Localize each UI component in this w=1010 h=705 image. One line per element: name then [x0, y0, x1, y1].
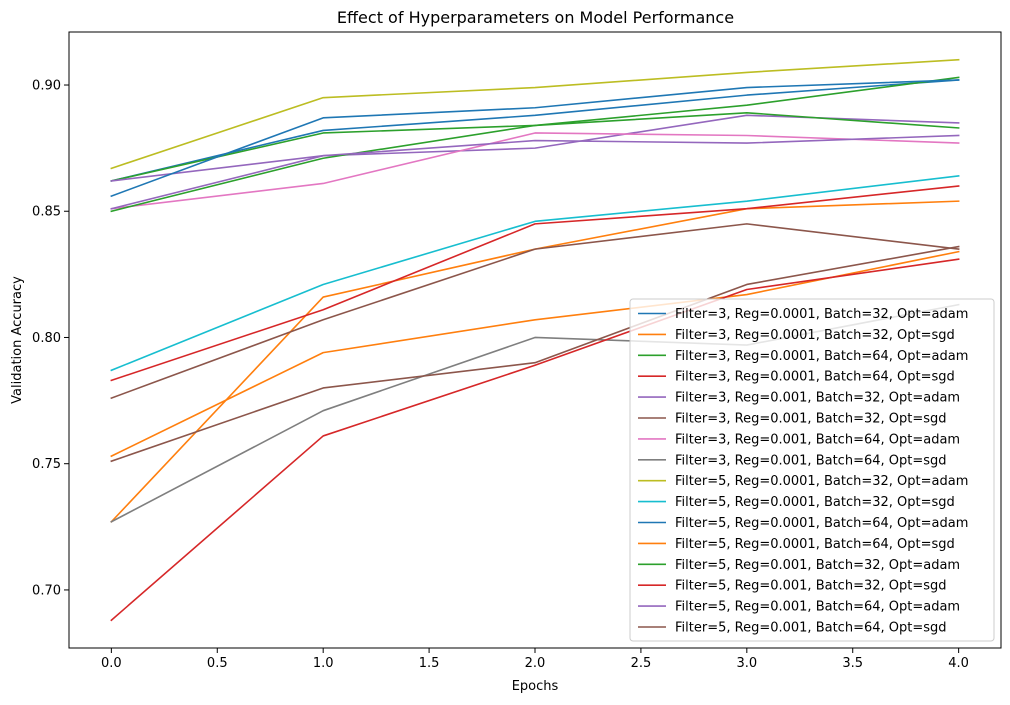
series-line-15 — [110, 134, 960, 210]
series-line-1 — [110, 79, 960, 182]
series-line-9 — [110, 58, 960, 170]
series-line-11 — [110, 79, 960, 198]
x-tick-label: 0.5 — [207, 656, 228, 671]
legend-label: Filter=5, Reg=0.001, Batch=64, Opt=sgd — [675, 621, 947, 636]
x-tick-label: 0.0 — [101, 656, 122, 671]
legend-label: Filter=3, Reg=0.0001, Batch=64, Opt=adam — [675, 349, 968, 364]
y-tick-label: 0.70 — [32, 583, 61, 598]
legend: Filter=3, Reg=0.0001, Batch=32, Opt=adam… — [629, 298, 995, 642]
x-tick-label: 3.5 — [842, 656, 863, 671]
chart-title: Effect of Hyperparameters on Model Perfo… — [337, 8, 734, 27]
legend-label: Filter=3, Reg=0.0001, Batch=32, Opt=sgd — [675, 328, 955, 343]
legend-label: Filter=5, Reg=0.0001, Batch=32, Opt=sgd — [675, 495, 955, 510]
legend-label: Filter=3, Reg=0.0001, Batch=64, Opt=sgd — [675, 370, 955, 385]
x-tick-label: 1.5 — [419, 656, 440, 671]
series-line-10 — [110, 175, 960, 372]
x-tick-label: 3.0 — [736, 656, 757, 671]
x-tick-label: 1.0 — [313, 656, 334, 671]
y-tick-label: 0.80 — [32, 331, 61, 346]
series-line-6 — [110, 223, 960, 400]
x-tick-label: 4.0 — [948, 656, 969, 671]
series-line-13 — [110, 111, 960, 213]
x-axis: 0.0 0.5 1.0 1.5 2.0 2.5 3.0 3.5 4.0 — [101, 648, 969, 671]
y-axis-label: Validation Accuracy — [10, 276, 25, 404]
legend-label: Filter=5, Reg=0.0001, Batch=32, Opt=adam — [675, 474, 968, 489]
legend-label: Filter=3, Reg=0.001, Batch=32, Opt=sgd — [675, 412, 947, 427]
legend-items: Filter=3, Reg=0.0001, Batch=32, Opt=adam… — [638, 307, 968, 636]
legend-label: Filter=3, Reg=0.001, Batch=32, Opt=adam — [675, 391, 960, 406]
legend-label: Filter=3, Reg=0.001, Batch=64, Opt=adam — [675, 432, 960, 447]
y-axis: 0.70 0.75 0.80 0.85 0.90 — [32, 79, 69, 598]
x-tick-label: 2.5 — [631, 656, 652, 671]
y-tick-label: 0.75 — [32, 457, 61, 472]
series-line-7 — [110, 132, 960, 210]
legend-label: Filter=5, Reg=0.0001, Batch=64, Opt=adam — [675, 516, 968, 531]
legend-label: Filter=5, Reg=0.001, Batch=64, Opt=adam — [675, 600, 960, 615]
legend-label: Filter=3, Reg=0.001, Batch=64, Opt=sgd — [675, 453, 947, 468]
x-axis-label: Epochs — [512, 679, 559, 694]
legend-label: Filter=5, Reg=0.001, Batch=32, Opt=adam — [675, 558, 960, 573]
series-group — [110, 58, 960, 622]
legend-label: Filter=5, Reg=0.001, Batch=32, Opt=sgd — [675, 579, 947, 594]
y-tick-label: 0.90 — [32, 79, 61, 94]
series-line-14 — [110, 258, 960, 622]
series-line-12 — [110, 250, 960, 458]
y-tick-label: 0.85 — [32, 205, 61, 220]
legend-frame — [629, 298, 995, 642]
legend-label: Filter=3, Reg=0.0001, Batch=32, Opt=adam — [675, 307, 968, 322]
series-line-4 — [110, 185, 960, 382]
legend-label: Filter=5, Reg=0.0001, Batch=64, Opt=sgd — [675, 537, 955, 552]
x-tick-label: 2.0 — [525, 656, 546, 671]
series-line-16 — [110, 245, 960, 463]
